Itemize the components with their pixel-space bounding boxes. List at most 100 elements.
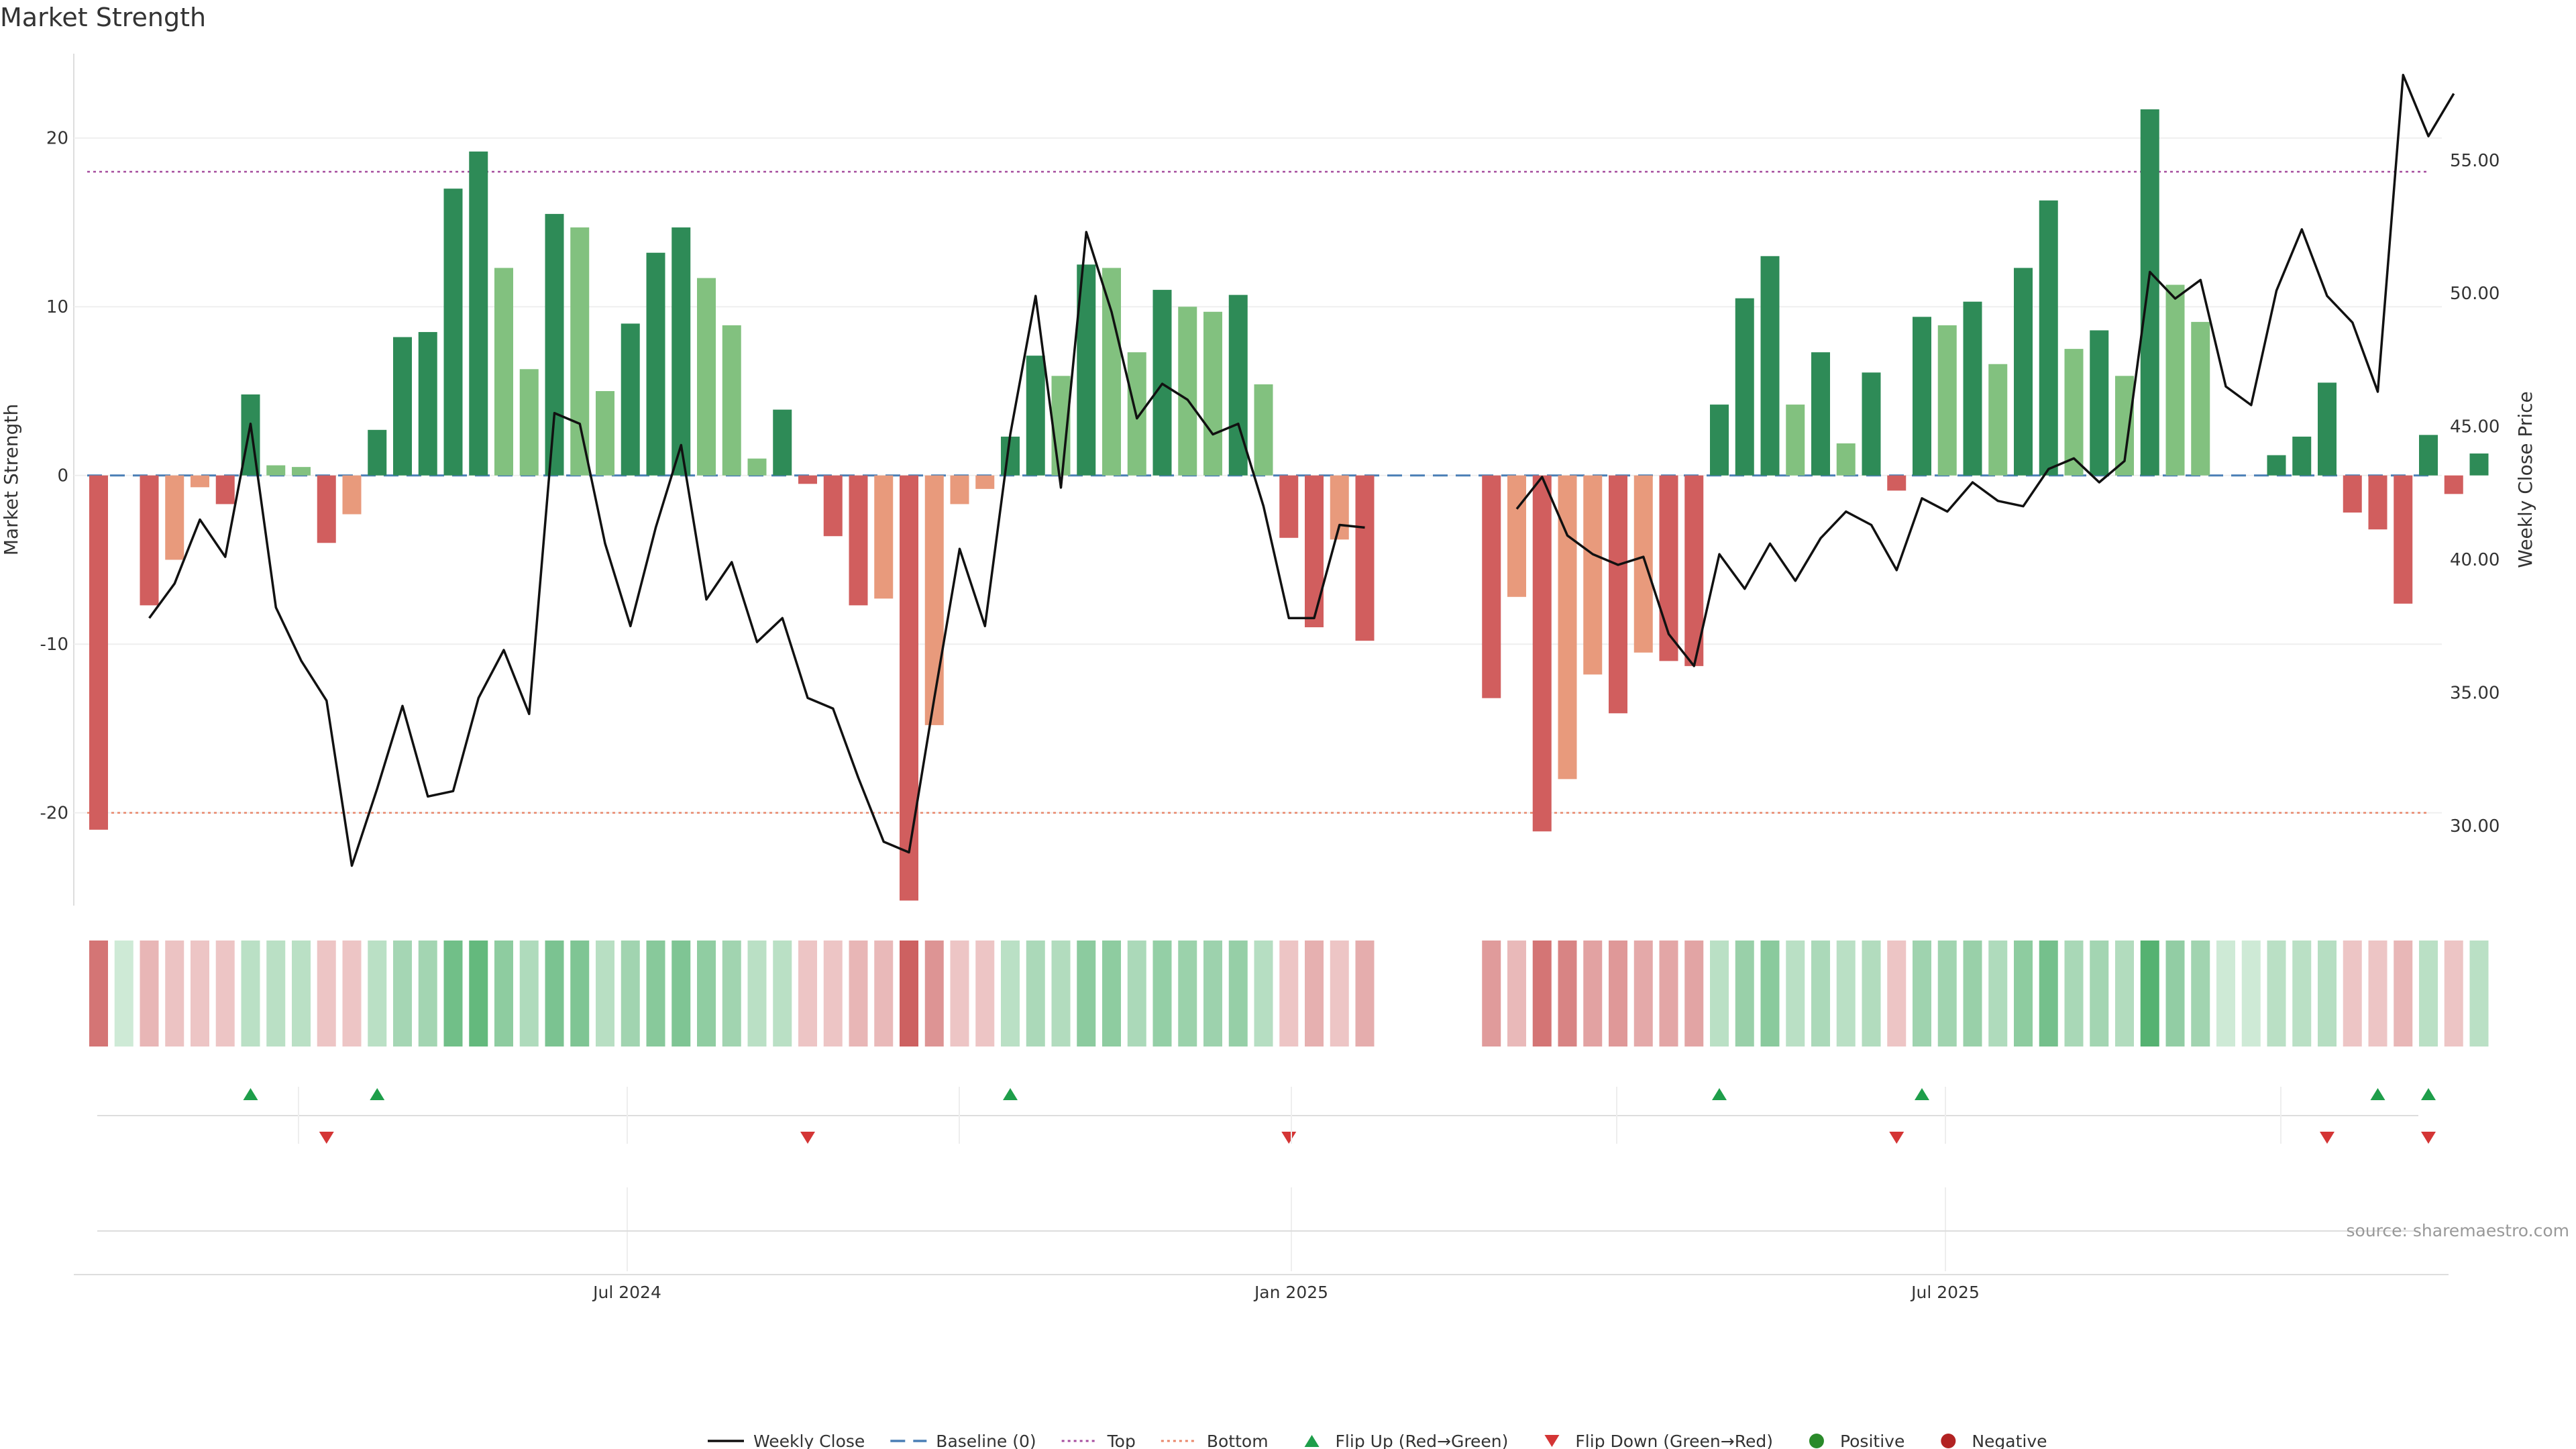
flip-down-marker	[1889, 1132, 1904, 1144]
heat-cell	[722, 941, 741, 1046]
heat-cell	[545, 941, 564, 1046]
heat-cell	[1760, 941, 1780, 1046]
heat-cell	[393, 941, 412, 1046]
y-tick-label: 0	[57, 466, 68, 486]
strength-bar	[1836, 443, 1856, 476]
strength-bar	[646, 252, 665, 476]
heat-cell	[1203, 941, 1222, 1046]
heat-cell	[2292, 941, 2312, 1046]
strength-bar	[1633, 475, 1653, 653]
strength-bar	[292, 467, 311, 476]
heat-cell	[215, 941, 235, 1046]
heat-cell	[697, 941, 716, 1046]
flip-down-marker	[800, 1132, 815, 1144]
heat-cell	[469, 941, 488, 1046]
heat-cell	[798, 941, 817, 1046]
x-tick-label: Jan 2025	[1253, 1283, 1328, 1302]
heat-cell	[519, 941, 539, 1046]
x-tick-label: Jul 2024	[592, 1283, 661, 1302]
heat-cell	[950, 941, 969, 1046]
legend-label: Bottom	[1207, 1432, 1269, 1449]
legend-swatch-flip-down	[1544, 1435, 1560, 1447]
heat-cell	[1254, 941, 1273, 1046]
source-note: source: sharemaestro.com	[2346, 1221, 2570, 1240]
heat-cell	[773, 941, 792, 1046]
heat-cell	[1558, 941, 1577, 1046]
heat-cell	[2444, 941, 2463, 1046]
strength-bar	[798, 475, 817, 484]
heat-cell	[2039, 941, 2058, 1046]
heat-cell	[191, 941, 209, 1046]
flip-down-marker	[319, 1132, 334, 1144]
heat-cell	[140, 941, 159, 1046]
x-tick-label: Jul 2025	[1910, 1283, 1980, 1302]
y-tick-label: -20	[40, 804, 68, 824]
heat-cell	[1710, 941, 1729, 1046]
heat-cell	[570, 941, 590, 1046]
heat-cell	[1051, 941, 1071, 1046]
heat-cell	[924, 941, 944, 1046]
heat-cell	[1152, 941, 1172, 1046]
heat-cell	[2469, 941, 2489, 1046]
y-tick-label: -10	[40, 635, 68, 655]
strength-bar	[621, 323, 640, 476]
strength-bar	[317, 475, 336, 543]
flip-up-marker	[1003, 1088, 1018, 1100]
heat-cell	[1532, 941, 1552, 1046]
strength-bar	[823, 475, 843, 537]
strength-bar	[1786, 405, 1805, 476]
heat-cell	[1279, 941, 1299, 1046]
strength-bar	[1760, 256, 1780, 476]
flip-down-marker	[2320, 1132, 2334, 1144]
y2-axis-label: Weekly Close Price	[2514, 391, 2536, 568]
flip-up-marker	[1915, 1088, 1929, 1100]
strength-bar	[1279, 475, 1299, 538]
strength-bar	[140, 475, 159, 606]
heat-cell	[2368, 941, 2387, 1046]
strength-bar	[1558, 475, 1577, 780]
heat-cell	[2014, 941, 2033, 1046]
strength-bar	[1507, 475, 1526, 597]
strength-bar	[1583, 475, 1603, 675]
heat-cell	[621, 941, 640, 1046]
flip-up-marker	[243, 1088, 258, 1100]
heat-cell	[747, 941, 767, 1046]
heat-cell	[1633, 941, 1653, 1046]
heat-cell	[1937, 941, 1957, 1046]
strength-bar	[2394, 475, 2413, 604]
heat-cell	[1228, 941, 1248, 1046]
strength-bar	[697, 278, 716, 476]
heat-cell	[2216, 941, 2235, 1046]
flip-up-marker	[1712, 1088, 1727, 1100]
strength-bar	[1254, 384, 1273, 476]
strength-bar	[165, 475, 184, 560]
heat-cell	[672, 941, 691, 1046]
strength-bar	[545, 213, 564, 476]
strength-bar	[494, 268, 513, 476]
flip-up-marker	[370, 1088, 385, 1100]
legend-label: Top	[1107, 1432, 1136, 1449]
y2-tick-label: 35.00	[2450, 684, 2500, 704]
heat-cell	[1355, 941, 1375, 1046]
strength-bar	[1913, 317, 1931, 476]
heat-cell	[1330, 941, 1349, 1046]
strength-bar	[2318, 382, 2337, 476]
flip-down-marker	[1281, 1132, 1297, 1144]
heat-cell	[241, 941, 260, 1046]
strength-bar	[2292, 436, 2312, 476]
strength-bar	[1026, 356, 1045, 476]
strength-bar	[570, 227, 590, 476]
strength-bar	[1482, 475, 1501, 698]
legend-swatch-positive	[1809, 1434, 1824, 1448]
strength-bar	[2469, 453, 2489, 476]
strength-bar	[1963, 301, 1982, 476]
strength-bar	[1937, 325, 1957, 476]
heat-cell	[1659, 941, 1678, 1046]
flip-up-marker	[2421, 1088, 2436, 1100]
legend-swatch-negative	[1941, 1434, 1956, 1448]
strength-bar	[924, 475, 944, 725]
heat-cell	[1963, 941, 1982, 1046]
heat-cell	[2318, 941, 2337, 1046]
strength-bar	[1609, 475, 1627, 714]
